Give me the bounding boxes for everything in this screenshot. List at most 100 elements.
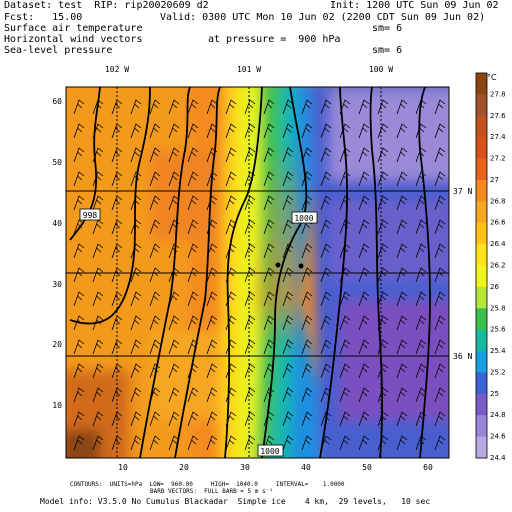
wind-barb — [377, 99, 389, 115]
wind-barb — [301, 243, 313, 259]
colorbar-label: 24.4 — [490, 454, 506, 462]
x-tick-label: 60 — [423, 463, 433, 472]
wind-barb — [301, 291, 313, 307]
wind-barb — [377, 339, 389, 355]
wind-barb — [301, 435, 313, 451]
wind-barb — [73, 435, 85, 451]
wind-barb — [244, 171, 256, 187]
wind-barb — [434, 315, 446, 331]
colorbar-swatch — [476, 179, 487, 202]
wind-barb — [415, 243, 427, 259]
wind-barb — [244, 267, 256, 283]
wind-barb — [377, 291, 389, 307]
wind-barb — [130, 171, 142, 187]
wind-barb — [187, 387, 199, 403]
wind-barb — [130, 363, 142, 379]
wind-barb — [377, 123, 389, 139]
x-tick-label: 40 — [301, 463, 311, 472]
wind-barb — [206, 387, 218, 403]
y-tick-label: 40 — [52, 219, 62, 228]
wind-barb — [168, 243, 180, 259]
wind-barb — [111, 243, 123, 259]
wind-barb — [149, 291, 161, 307]
wind-barb — [434, 291, 446, 307]
wind-barb — [206, 267, 218, 283]
header-dataset: Dataset: test RIP: rip20020609 d2 — [4, 0, 209, 11]
colorbar-swatch — [476, 286, 487, 309]
wind-barb — [434, 195, 446, 211]
y-tick-label: 20 — [52, 340, 62, 349]
wind-barb — [168, 195, 180, 211]
lat-label: 36 N — [453, 352, 472, 361]
wind-barb — [73, 267, 85, 283]
wind-barb — [263, 339, 275, 355]
wind-barb — [73, 363, 85, 379]
wind-barb — [396, 339, 408, 355]
wind-barb — [149, 171, 161, 187]
wind-barb — [301, 147, 313, 163]
wind-barb — [263, 171, 275, 187]
wind-barb — [111, 435, 123, 451]
lon-label: 102 W — [105, 65, 129, 74]
wind-barb — [168, 387, 180, 403]
wind-barb — [73, 195, 85, 211]
wind-barb — [130, 411, 142, 427]
wind-barb — [111, 363, 123, 379]
wind-barb — [396, 147, 408, 163]
wind-barb — [225, 147, 237, 163]
station-marker — [298, 263, 304, 269]
wind-barb — [111, 147, 123, 163]
temperature-field — [66, 87, 449, 458]
wind-barb — [187, 291, 199, 307]
wind-barb — [149, 123, 161, 139]
wind-barb — [244, 195, 256, 211]
wind-barb — [111, 315, 123, 331]
wind-barb — [92, 99, 104, 115]
wind-barb — [111, 219, 123, 235]
wind-barb — [111, 123, 123, 139]
wind-barb — [415, 363, 427, 379]
wind-barb — [130, 195, 142, 211]
wind-barb — [339, 147, 351, 163]
wind-barb — [358, 387, 370, 403]
wind-barb — [415, 291, 427, 307]
wind-barb — [206, 315, 218, 331]
wind-barb — [358, 315, 370, 331]
wind-barb — [282, 291, 294, 307]
colorbar-label: 27.8 — [490, 90, 506, 98]
wind-barb — [92, 387, 104, 403]
y-tick-label: 50 — [52, 158, 62, 167]
wind-barb — [396, 219, 408, 235]
wind-barb — [206, 339, 218, 355]
wind-barb — [434, 363, 446, 379]
pressure-contours — [69, 87, 431, 458]
wind-barb — [282, 99, 294, 115]
lat-label: 37 N — [453, 187, 472, 196]
wind-barb — [225, 99, 237, 115]
wind-barb — [130, 243, 142, 259]
wind-barb — [168, 411, 180, 427]
colorbar-label: 26.4 — [490, 240, 506, 248]
wind-barb — [339, 243, 351, 259]
wind-barb — [377, 195, 389, 211]
wind-barb — [206, 219, 218, 235]
wind-barb — [339, 411, 351, 427]
wind-barb — [339, 315, 351, 331]
wind-barb — [377, 219, 389, 235]
wind-barb — [263, 291, 275, 307]
wind-barb — [149, 435, 161, 451]
wind-barb — [415, 267, 427, 283]
wind-barb — [339, 99, 351, 115]
wind-barb — [358, 195, 370, 211]
wind-barb — [92, 435, 104, 451]
wind-barb — [187, 411, 199, 427]
wind-barb — [282, 411, 294, 427]
wind-barb — [73, 123, 85, 139]
wind-barb — [244, 99, 256, 115]
wind-barb — [301, 195, 313, 211]
wind-barb — [168, 147, 180, 163]
wind-barb — [377, 435, 389, 451]
wind-barb — [92, 195, 104, 211]
y-tick-label: 10 — [52, 401, 62, 410]
